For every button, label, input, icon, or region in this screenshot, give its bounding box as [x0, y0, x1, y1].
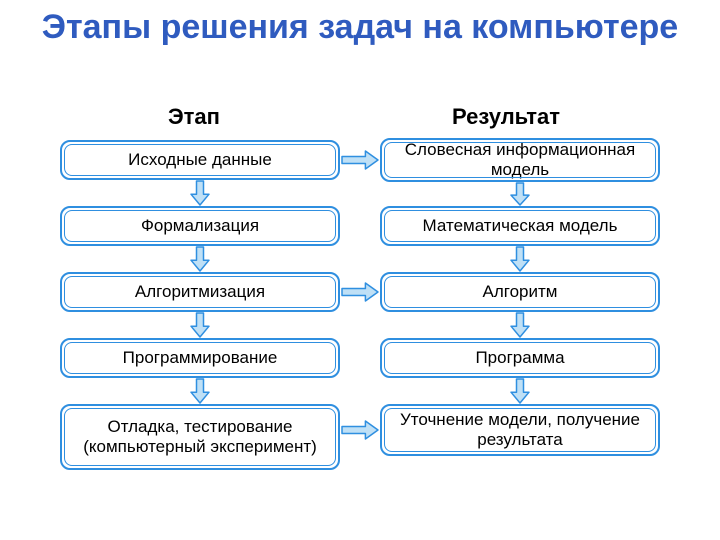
- slide-title: Этапы решения задач на компьютере: [0, 8, 720, 47]
- stage-box-4-label: Отладка, тестирование (компьютерный эксп…: [68, 417, 332, 456]
- stage-box-1: Формализация: [60, 206, 340, 246]
- down-arrow-left-1: [191, 247, 209, 271]
- column-header-left: Этап: [168, 104, 220, 130]
- down-arrow-left-0: [191, 181, 209, 205]
- down-arrow-right-0: [511, 183, 529, 205]
- down-arrow-left-3: [191, 379, 209, 403]
- down-arrow-right-2: [511, 313, 529, 337]
- column-header-right: Результат: [452, 104, 560, 130]
- stage-box-0: Исходные данные: [60, 140, 340, 180]
- stage-box-1-label: Формализация: [141, 216, 259, 236]
- down-arrow-right-1: [511, 247, 529, 271]
- stage-box-3: Программирование: [60, 338, 340, 378]
- result-box-4: Уточнение модели, получение результата: [380, 404, 660, 456]
- right-arrow-row-2: [342, 283, 378, 301]
- right-arrow-row-4: [342, 421, 378, 439]
- result-box-0: Словесная информационная модель: [380, 138, 660, 182]
- result-box-1-label: Математическая модель: [423, 216, 618, 236]
- result-box-3-label: Программа: [475, 348, 564, 368]
- stage-box-2-label: Алгоритмизация: [135, 282, 265, 302]
- result-box-3: Программа: [380, 338, 660, 378]
- result-box-2-label: Алгоритм: [483, 282, 558, 302]
- result-box-1: Математическая модель: [380, 206, 660, 246]
- stage-box-3-label: Программирование: [123, 348, 278, 368]
- stage-box-2: Алгоритмизация: [60, 272, 340, 312]
- stage-box-0-label: Исходные данные: [128, 150, 272, 170]
- down-arrow-left-2: [191, 313, 209, 337]
- result-box-4-label: Уточнение модели, получение результата: [388, 410, 652, 449]
- down-arrow-right-3: [511, 379, 529, 403]
- result-box-0-label: Словесная информационная модель: [388, 140, 652, 179]
- right-arrow-row-0: [342, 151, 378, 169]
- result-box-2: Алгоритм: [380, 272, 660, 312]
- stage-box-4: Отладка, тестирование (компьютерный эксп…: [60, 404, 340, 470]
